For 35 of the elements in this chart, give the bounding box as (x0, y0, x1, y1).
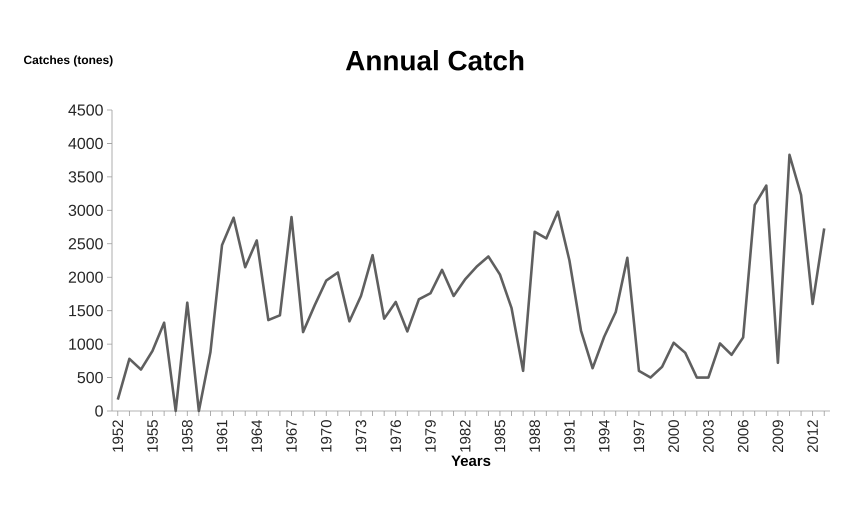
x-tick-label: 1964 (251, 420, 262, 452)
x-tick-label: 2000 (668, 420, 679, 452)
y-tick-label: 4000 (68, 138, 103, 150)
x-tick-label: 2006 (738, 420, 748, 452)
x-tick-label: 1967 (286, 420, 297, 452)
y-tick-label: 1000 (69, 338, 103, 350)
x-tick-label: 1952 (112, 420, 124, 452)
y-tick-label: 3000 (68, 204, 103, 216)
line-series (116, 154, 826, 412)
x-tick-label: 1979 (425, 420, 436, 452)
y-tick-label: 500 (78, 372, 103, 384)
x-tick-label: 1970 (320, 420, 332, 452)
chart-title: Annual Catch (346, 50, 524, 70)
x-tick-label: 1988 (529, 420, 540, 452)
x-tick-label: 1997 (634, 420, 644, 452)
x-tick-label: 2003 (703, 420, 714, 452)
y-tick-label: 3500 (68, 171, 103, 183)
y-tick-label: 4500 (68, 104, 103, 116)
x-tick-label: 1976 (390, 420, 402, 452)
y-tick-label: 1500 (69, 305, 103, 316)
x-axis-title: Years (451, 456, 490, 466)
x-tick-label: 2012 (807, 420, 818, 452)
x-tick-label: 2009 (772, 420, 784, 452)
y-axis-title: Catches (tones) (24, 55, 113, 66)
y-tick-label: 0 (95, 405, 103, 417)
x-tick-label: 1958 (182, 420, 193, 452)
x-tick-label: 1961 (216, 420, 228, 452)
x-tick-label: 1982 (460, 420, 470, 452)
y-tick-label: 2000 (68, 272, 103, 283)
x-tick-label: 1985 (494, 420, 506, 452)
x-tick-label: 1994 (598, 420, 610, 452)
x-tick-label: 1955 (147, 420, 158, 452)
x-tick-label: 1991 (564, 420, 575, 452)
x-tick-label: 1973 (356, 420, 366, 452)
y-tick-label: 2500 (68, 238, 103, 250)
